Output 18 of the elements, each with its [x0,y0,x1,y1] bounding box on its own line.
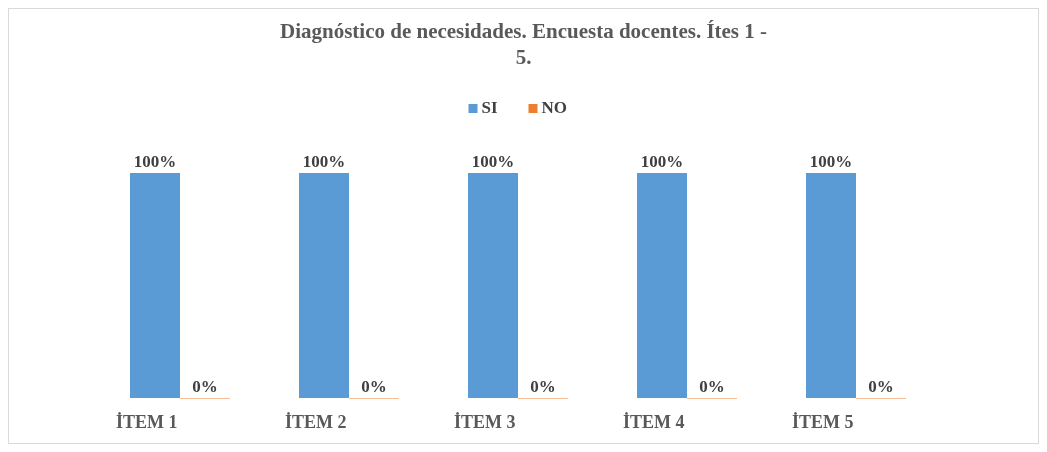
data-label: 0% [530,377,556,396]
x-tick-label: İTEM 3 [454,412,516,432]
data-label: 100% [471,152,515,171]
data-label: 0% [868,377,894,396]
data-label: 0% [699,377,725,396]
legend-label: NO [541,98,567,117]
x-tick-label: İTEM 1 [116,412,178,432]
x-tick-label: İTEM 5 [792,412,854,432]
data-label: 0% [192,377,218,396]
data-label: 100% [809,152,853,171]
data-label: 0% [361,377,387,396]
data-label: 100% [640,152,684,171]
data-label: 100% [133,152,177,171]
data-label: 100% [302,152,346,171]
legend-label: SI [481,98,498,117]
chart-title: Diagnóstico de necesidades. Encuesta docentes. Ítes 1 - 5. [279,19,768,69]
x-tick-label: İTEM 2 [285,412,347,432]
x-tick-label: İTEM 4 [623,412,685,432]
